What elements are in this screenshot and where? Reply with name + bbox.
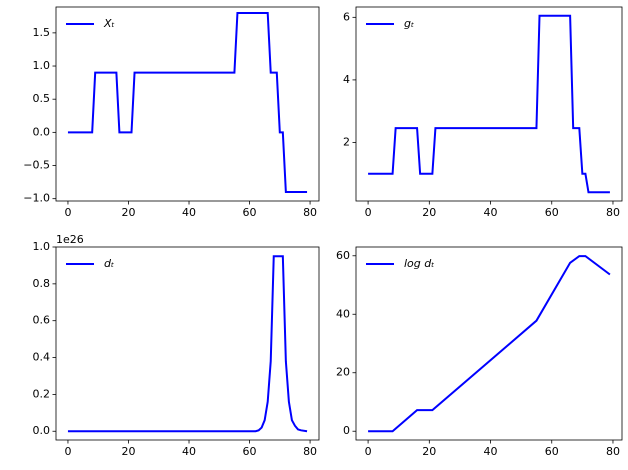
- y-tick-label: −0.5: [23, 159, 50, 172]
- legend-label: Xₜ: [103, 17, 115, 30]
- y-tick-label: 0.4: [33, 351, 51, 364]
- y-tick-label: 4: [343, 73, 350, 86]
- legend-label: dₜ: [104, 257, 114, 270]
- x-tick-label: 40: [484, 445, 498, 458]
- y-tick-label: 2: [343, 135, 350, 148]
- y-tick-label: 0.8: [33, 277, 51, 290]
- y-tick-label: 0.6: [33, 314, 51, 327]
- x-tick-label: 0: [365, 206, 372, 219]
- y-tick-label: 40: [336, 307, 350, 320]
- x-tick-label: 0: [64, 206, 71, 219]
- y-tick-label: 0: [343, 424, 350, 437]
- axes-frame: [355, 6, 623, 202]
- x-tick-label: 60: [243, 206, 257, 219]
- y-tick-label: 1.0: [33, 59, 51, 72]
- x-tick-label: 40: [484, 206, 498, 219]
- y-tick-label: 0.5: [33, 92, 51, 105]
- subplot: 0 20 40 60 80 0 20 40 60 log dₜ: [336, 246, 623, 458]
- x-tick-label: 60: [545, 206, 559, 219]
- data-line: [368, 255, 611, 433]
- x-tick-label: 60: [545, 445, 559, 458]
- y-tick-label: 1.5: [33, 26, 51, 39]
- subplot: 0 20 40 60 80 0.0 0.2 0.4 0.6 0.8 1.0 1e26 dₜ: [33, 233, 320, 458]
- x-tick-label: 80: [303, 206, 317, 219]
- y-tick-label: 6: [343, 10, 350, 23]
- y-tick-label: 0.2: [33, 387, 51, 400]
- y-tick-label: 20: [336, 366, 350, 379]
- y-tick-label: −1.0: [23, 192, 50, 205]
- subplot: 0 20 40 60 80 2 4 6 gₜ: [343, 6, 623, 219]
- subplot: 0 20 40 60 80 −1.0 −0.5 0.0 0.5 1.0 1.5 Xₜ: [23, 6, 320, 219]
- data-line: [67, 255, 308, 433]
- data-line: [67, 11, 308, 194]
- data-line: [368, 14, 610, 194]
- y-tick-label: 0.0: [33, 424, 51, 437]
- x-tick-label: 40: [182, 445, 196, 458]
- x-tick-label: 0: [64, 445, 71, 458]
- legend-label: gₜ: [404, 17, 414, 30]
- y-tick-label: 1.0: [33, 240, 51, 253]
- axes-frame: [55, 246, 320, 441]
- legend-label: log dₜ: [404, 257, 435, 270]
- y-tick-label: 60: [336, 249, 350, 262]
- x-tick-label: 60: [243, 445, 257, 458]
- x-tick-label: 80: [606, 206, 620, 219]
- x-tick-label: 20: [121, 445, 135, 458]
- y-offset-label: 1e26: [56, 233, 84, 246]
- axes-frame: [355, 246, 623, 441]
- x-tick-label: 0: [365, 445, 372, 458]
- x-tick-label: 20: [422, 206, 436, 219]
- x-tick-label: 20: [121, 206, 135, 219]
- x-tick-label: 20: [422, 445, 436, 458]
- axes-frame: [55, 6, 320, 202]
- x-tick-label: 80: [303, 445, 317, 458]
- y-tick-label: 0.0: [33, 125, 51, 138]
- x-tick-label: 80: [606, 445, 620, 458]
- x-tick-label: 40: [182, 206, 196, 219]
